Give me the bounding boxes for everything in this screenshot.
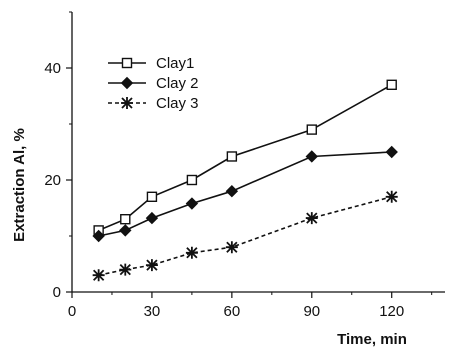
data-point [185, 246, 198, 259]
legend-marker [121, 57, 133, 69]
y-tick-label: 0 [53, 284, 61, 301]
y-tick-label: 40 [44, 60, 61, 77]
data-point [185, 197, 199, 210]
data-point [305, 150, 318, 163]
data-point [386, 79, 397, 91]
data-point [186, 174, 198, 186]
legend-label: Clay1 [156, 55, 194, 72]
ticks: 0 30 60 90 120 0 20 40 [44, 11, 433, 320]
series-line [98, 84, 393, 232]
series-1 [93, 79, 397, 236]
series-line [98, 196, 392, 276]
x-tick-label: 0 [68, 303, 76, 320]
series-layer [92, 79, 398, 282]
x-tick-label: 60 [224, 303, 241, 320]
legend: Clay1 Clay 2 Clay 3 [108, 55, 199, 112]
data-point [305, 212, 318, 225]
data-point [146, 191, 158, 203]
y-tick-label: 20 [44, 172, 61, 189]
data-point [145, 211, 159, 225]
series-2 [92, 145, 398, 243]
x-tick-label: 120 [379, 303, 404, 320]
legend-item: Clay 2 [108, 75, 199, 92]
legend-item: Clay 3 [108, 95, 199, 112]
data-point [120, 213, 131, 225]
legend-label: Clay 3 [156, 95, 199, 112]
y-axis-title: Extraction Al, % [11, 128, 28, 242]
data-point [225, 241, 238, 254]
data-point [145, 259, 158, 272]
legend-marker [121, 97, 133, 109]
legend-item: Clay1 [108, 55, 194, 72]
data-point [225, 184, 239, 198]
data-point [385, 145, 398, 159]
data-point [119, 263, 132, 276]
data-point [92, 269, 105, 282]
data-point [226, 151, 238, 162]
x-tick-label: 30 [144, 303, 161, 320]
x-tick-label: 90 [303, 303, 320, 320]
data-point [92, 229, 105, 243]
data-point [306, 124, 317, 135]
series-line [98, 151, 392, 237]
data-point [385, 190, 398, 203]
legend-label: Clay 2 [156, 75, 199, 92]
x-axis-title: Time, min [337, 331, 407, 348]
axes [71, 12, 445, 293]
series-3 [92, 190, 398, 282]
legend-marker [120, 76, 134, 90]
data-point [119, 224, 132, 237]
